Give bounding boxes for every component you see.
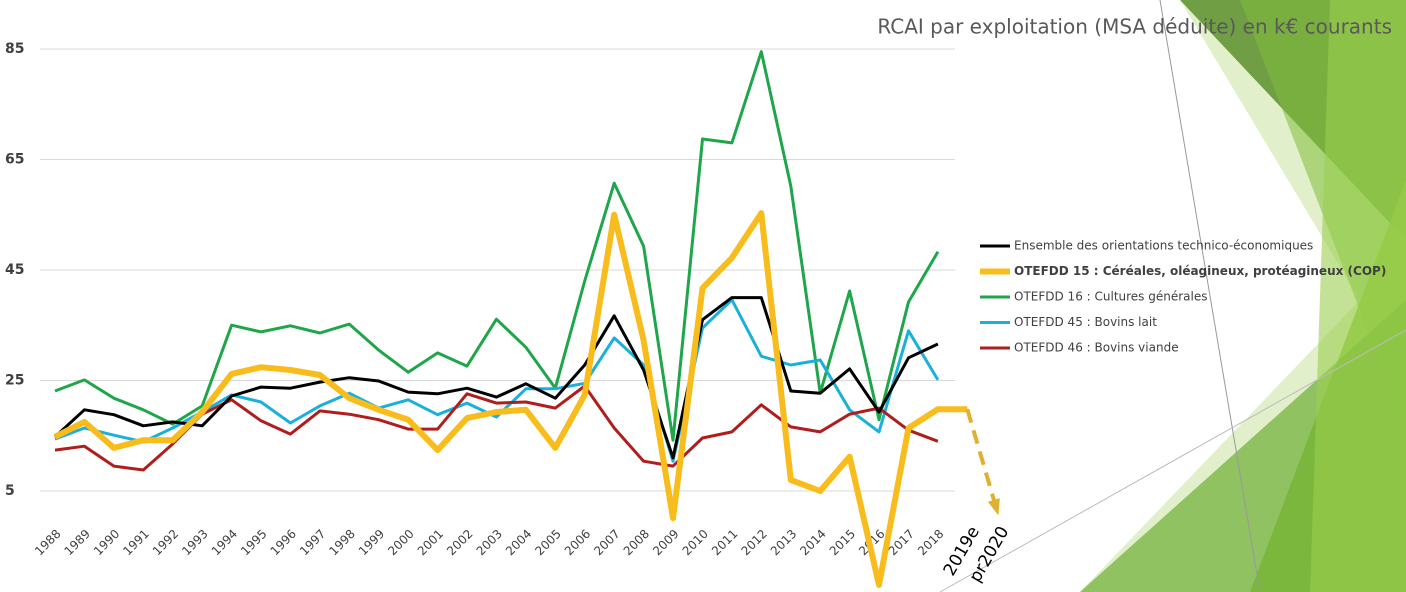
- x-tick-label: 2015: [827, 527, 858, 558]
- x-tick-label: 1996: [268, 527, 299, 558]
- legend-label: OTEFDD 45 : Bovins lait: [1014, 315, 1157, 329]
- x-tick-label: 1993: [179, 527, 210, 558]
- y-tick-label: 5: [5, 483, 15, 499]
- x-tick-label: 2014: [797, 527, 828, 558]
- x-tick-label: 1999: [356, 527, 387, 558]
- forecast-line: [965, 408, 999, 511]
- legend-label: OTEFDD 16 : Cultures générales: [1014, 290, 1208, 304]
- legend-label: Ensemble des orientations technico-écono…: [1014, 239, 1313, 253]
- forecast-arrowhead: [987, 498, 1000, 516]
- x-tick-label: 2006: [562, 527, 593, 558]
- x-tick-label: 2002: [444, 527, 475, 558]
- x-tick-label: 2000: [385, 527, 416, 558]
- y-tick-label: 85: [5, 41, 24, 57]
- x-tick-label: 2011: [709, 527, 740, 558]
- y-tick-label: 65: [5, 151, 24, 167]
- x-tick-label: 1988: [32, 527, 63, 558]
- x-tick-label: 2003: [474, 527, 505, 558]
- x-tick-label: 1992: [150, 527, 181, 558]
- x-tick-label: 2010: [680, 527, 711, 558]
- x-tick-label: 2004: [503, 527, 534, 558]
- chart-title: RCAI par exploitation (MSA déduite) en k…: [877, 15, 1392, 39]
- legend-label: OTEFDD 15 : Céréales, oléagineux, protéa…: [1014, 264, 1386, 278]
- x-tick-label: 2008: [621, 527, 652, 558]
- x-tick-label: 1997: [297, 527, 328, 558]
- x-tick-label: 1994: [209, 527, 240, 558]
- background-decoration: [939, 0, 1406, 592]
- x-tick-label: 2007: [591, 527, 622, 558]
- x-tick-label: 1995: [238, 527, 269, 558]
- x-tick-label: 2018: [915, 527, 946, 558]
- x-tick-label: 2013: [768, 527, 799, 558]
- x-tick-label: 2005: [532, 527, 563, 558]
- y-tick-label: 25: [5, 372, 24, 388]
- series-line: [53, 210, 968, 588]
- x-tick-label: 1998: [326, 527, 357, 558]
- legend-label: OTEFDD 46 : Bovins viande: [1014, 341, 1179, 355]
- x-tick-label: 1989: [62, 527, 93, 558]
- x-tick-label: 2009: [650, 527, 681, 558]
- y-tick-label: 45: [5, 262, 24, 278]
- series-line: [54, 50, 940, 442]
- x-tick-label: 2001: [415, 527, 446, 558]
- x-tick-label: 1990: [91, 527, 122, 558]
- series-line: [53, 296, 939, 460]
- x-tick-label: 1991: [120, 527, 151, 558]
- x-tick-label: 2012: [738, 527, 769, 558]
